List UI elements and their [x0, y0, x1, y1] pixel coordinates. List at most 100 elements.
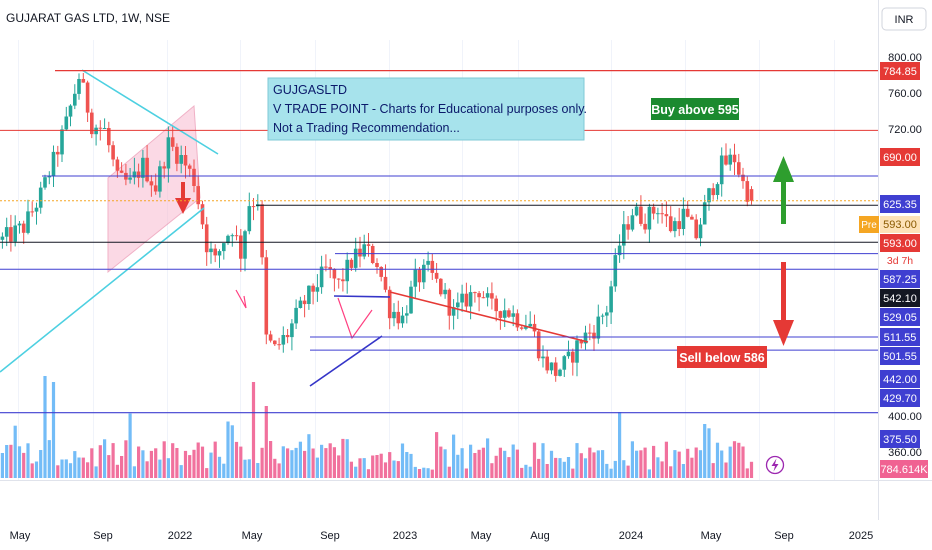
candle-body [651, 206, 656, 214]
triangle-support-line[interactable] [309, 335, 383, 387]
lightning-icon[interactable] [765, 455, 785, 475]
volume-bar [588, 447, 592, 478]
candle-body [737, 162, 741, 175]
volume-bar [115, 464, 119, 478]
svg-text:784.85: 784.85 [883, 66, 917, 78]
candle-body [196, 186, 200, 205]
volume-bar [307, 434, 311, 478]
candle-body [447, 289, 452, 316]
candle-body [630, 215, 635, 230]
candle-body [464, 293, 469, 307]
y-tick-label: 720.00 [888, 124, 922, 136]
candle-body [298, 300, 303, 308]
candle-body [56, 151, 60, 155]
svg-text:529.05: 529.05 [883, 312, 917, 324]
symbol-title: GUJARAT GAS LTD, 1W, NSE [6, 11, 170, 25]
candle-body [532, 323, 537, 332]
candle-body [273, 340, 277, 345]
volume-bar [409, 453, 413, 478]
candle-body [443, 289, 447, 295]
info-line-2: V TRADE POINT - Charts for Educational p… [273, 102, 587, 116]
wave-pattern [337, 297, 373, 340]
candle-body [60, 129, 64, 155]
candle-body [583, 332, 588, 344]
candle-body [383, 276, 388, 290]
candle-body [341, 279, 345, 282]
candle-body [392, 311, 396, 319]
y-tick-label: 360.00 [888, 447, 922, 459]
candle-body [102, 128, 107, 129]
volume-bar [639, 450, 643, 478]
candle-body [579, 340, 584, 344]
volume-bar [379, 453, 383, 478]
volume-bar [541, 443, 545, 478]
candle-body [694, 219, 698, 239]
volume-bar [349, 461, 353, 478]
volume-bar [39, 450, 43, 478]
buy-label: Buy above 595 [651, 103, 739, 117]
candle-body [719, 155, 724, 185]
candle-body [741, 174, 745, 182]
candle-body [328, 267, 332, 270]
volume-bar [171, 443, 175, 478]
volume-bar [562, 461, 566, 478]
volume-bar [703, 424, 707, 478]
volume-bar [68, 463, 73, 478]
price-label-784-85: 784.85 [880, 62, 920, 80]
candle-body [0, 236, 5, 240]
currency-button[interactable] [881, 7, 927, 31]
volume-bar [247, 459, 251, 478]
volume-bar [111, 443, 115, 478]
volume-bar [154, 448, 158, 478]
price-axis[interactable]: 800.00 760.00 720.00 400.00 360.00 [888, 52, 922, 459]
sell-arrow-icon [773, 262, 794, 346]
volume-bar [669, 466, 673, 478]
candle-body [451, 307, 456, 316]
candle-body [724, 155, 728, 165]
candle-body [562, 356, 567, 370]
volume-bar [286, 448, 290, 478]
candle-body [234, 235, 239, 237]
volume-bar [579, 453, 583, 478]
volume-bar [213, 441, 217, 478]
candle-body [656, 213, 660, 215]
volume-bar [507, 457, 511, 478]
candle-body [192, 168, 196, 186]
price-label-375-50: 375.50 [880, 430, 920, 448]
volume-bar [226, 421, 230, 478]
volume-bar [328, 443, 332, 478]
trendline-upper[interactable] [81, 69, 219, 155]
volume-bar [486, 438, 490, 478]
descending-trendline[interactable] [389, 291, 589, 343]
svg-text:442.00: 442.00 [883, 374, 917, 386]
candle-body [179, 155, 183, 164]
volume-bar [520, 467, 524, 478]
candle-body [64, 116, 69, 130]
candle-body [507, 310, 511, 317]
candle-body [243, 231, 247, 259]
volume-bar [298, 441, 302, 478]
svg-text:593.00: 593.00 [883, 238, 917, 250]
candle-body [664, 214, 669, 217]
candle-body [217, 251, 222, 256]
y-tick-label: 760.00 [888, 88, 922, 100]
triangle-resistance-line[interactable] [333, 295, 391, 298]
candle-body [490, 293, 494, 299]
trendline-lower[interactable] [0, 207, 205, 373]
candle-body [643, 223, 647, 230]
x-tick-label: Aug [530, 530, 550, 542]
volume-bar [98, 445, 102, 478]
candle-body [468, 292, 473, 307]
candle-body [673, 221, 677, 232]
candle-body [51, 151, 56, 177]
volume-bar [107, 455, 111, 478]
time-axis[interactable]: May Sep 2022 May Sep 2023 May Aug 2024 May Sep 2025 [10, 530, 874, 542]
candle-body [213, 248, 217, 256]
volume-bar [707, 428, 711, 478]
candle-body [145, 157, 149, 182]
volume-bar [217, 456, 222, 478]
candle-body [707, 188, 711, 203]
candle-body [353, 248, 358, 268]
